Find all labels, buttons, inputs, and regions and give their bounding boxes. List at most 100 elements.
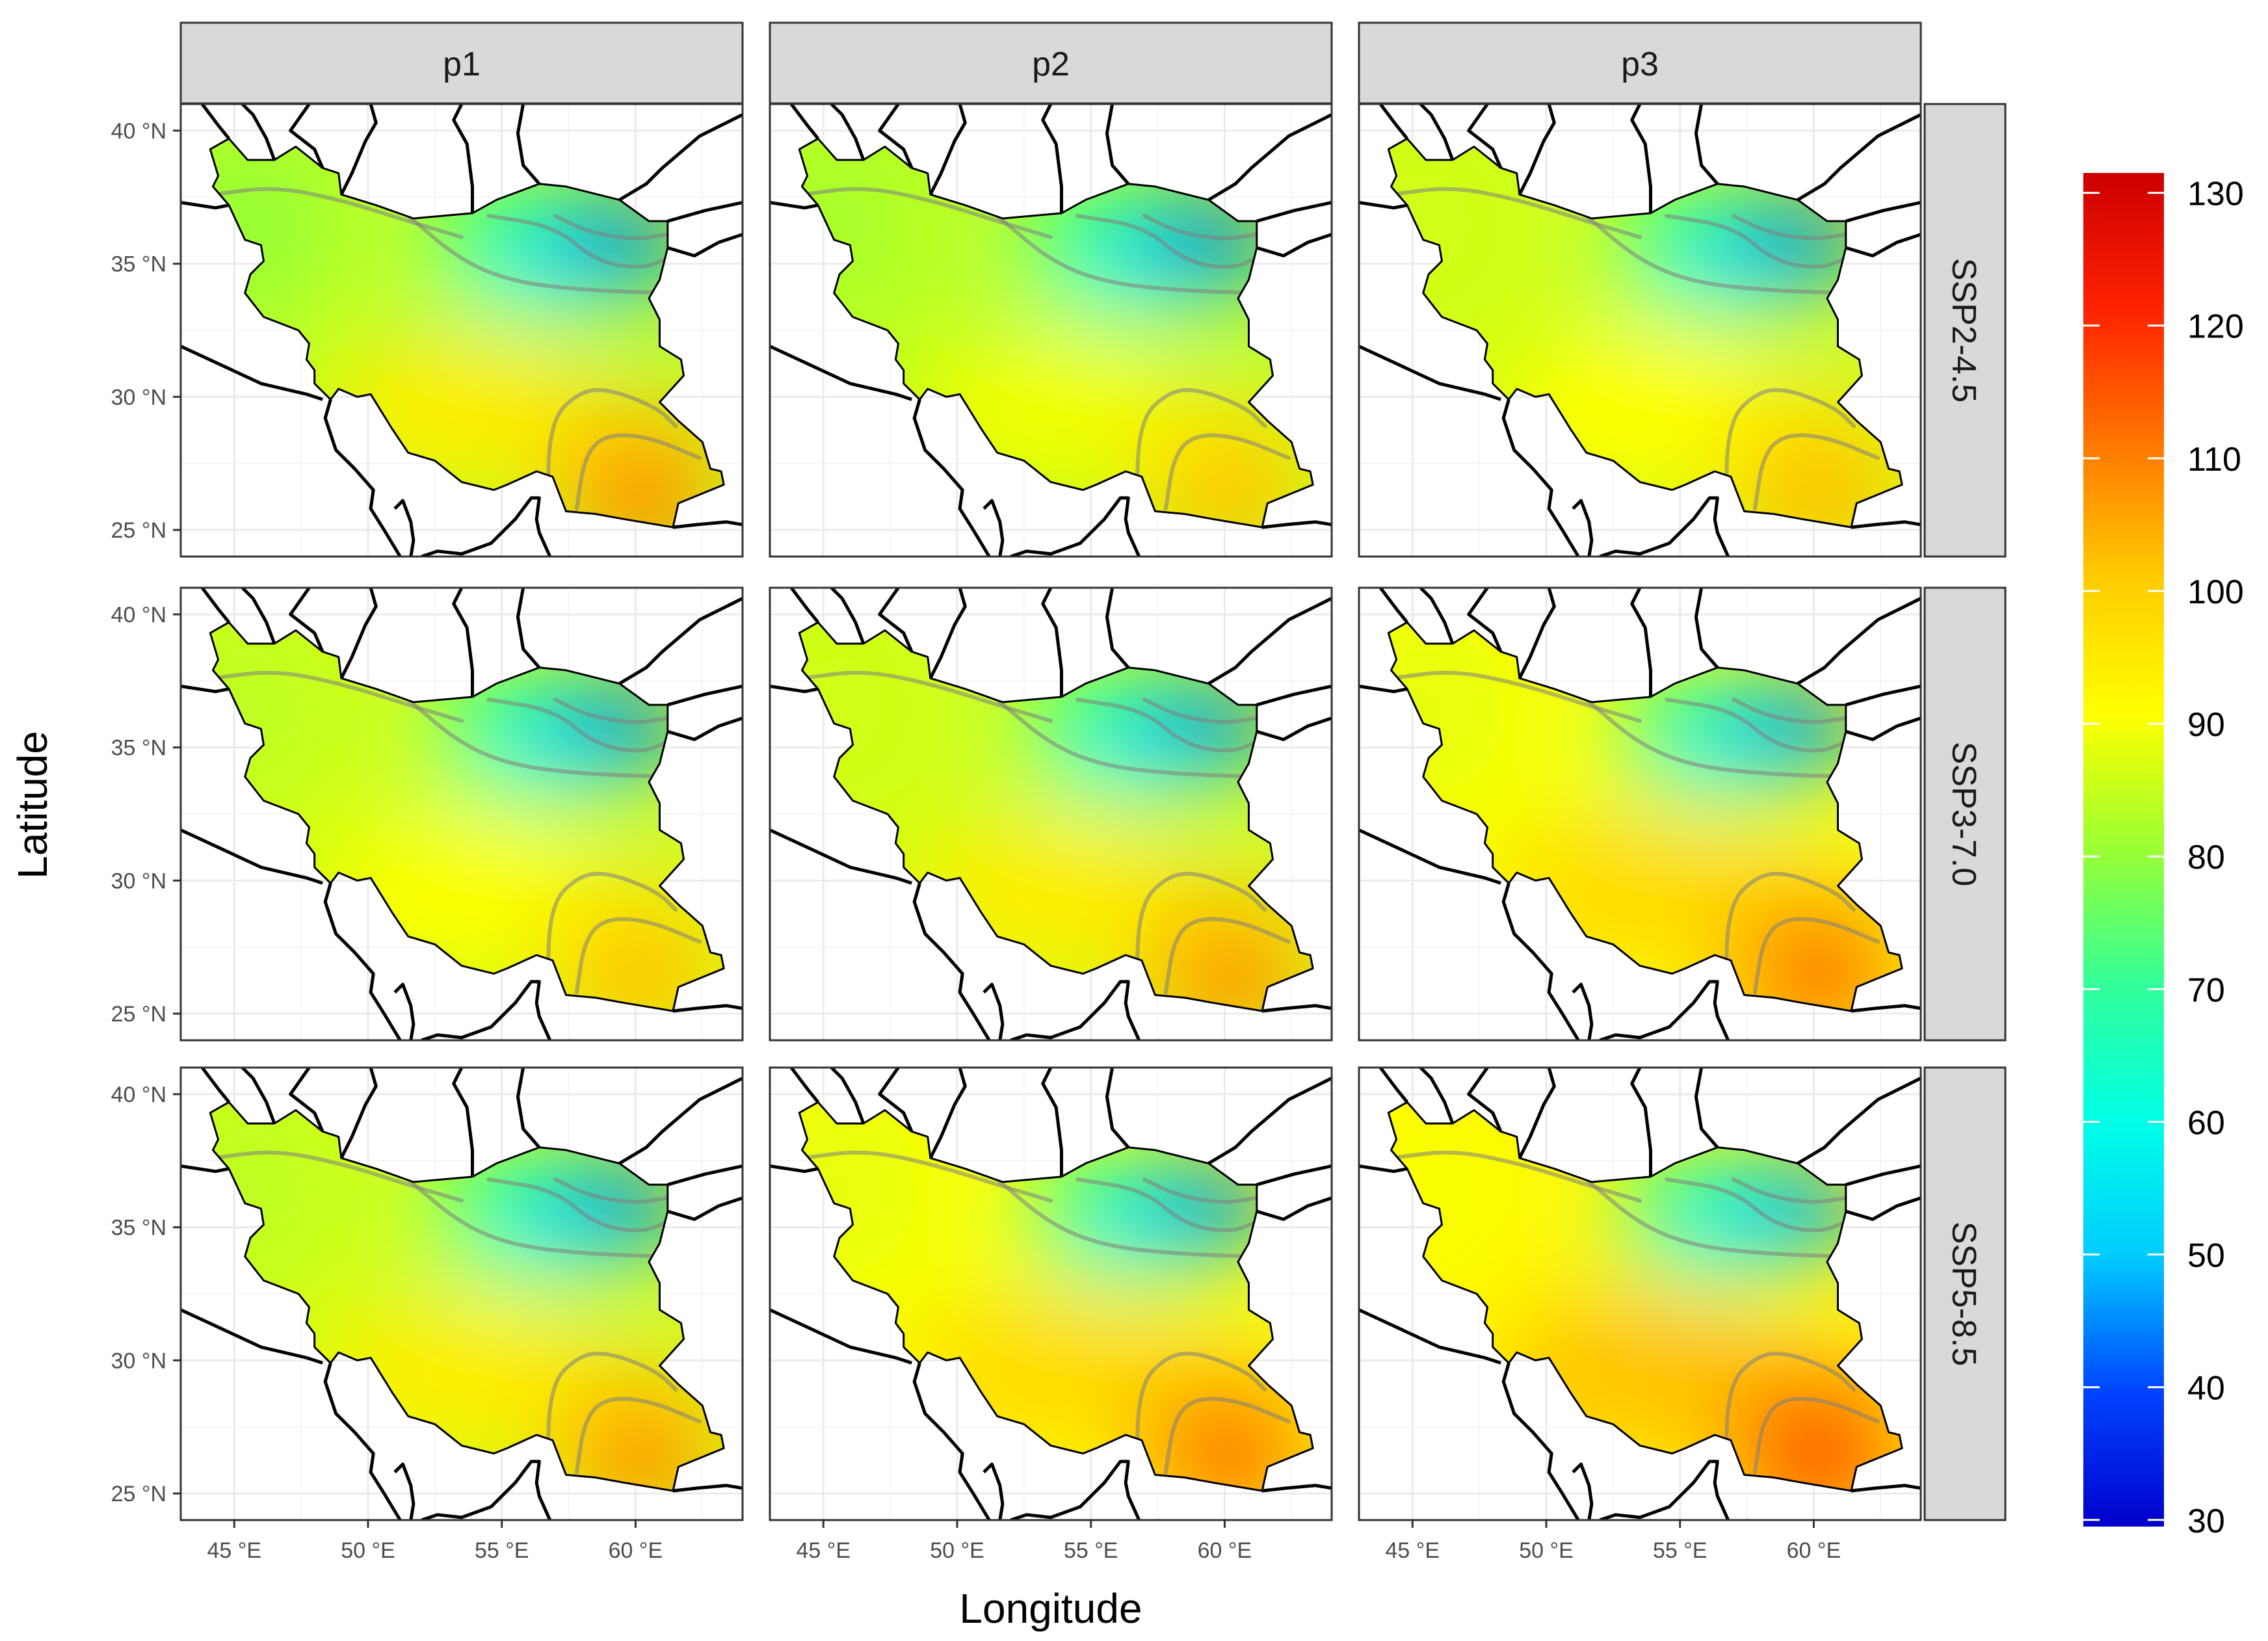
contour-line [800,670,1053,723]
x-tick-label: 60 °E [1198,1538,1252,1563]
country-border [452,104,474,213]
colorbar-label: 60 [2187,1104,2225,1142]
contour-line [1142,698,1259,724]
map-panel-SSP5-8.5-p3 [1358,1066,1922,1521]
country-border [667,233,743,257]
contour-line [1752,1397,1880,1475]
colorbar-label: 80 [2187,839,2225,876]
x-tick-label: 55 °E [475,1538,529,1563]
country-border [1694,104,1719,185]
contour-line [545,871,678,995]
country-border [181,828,323,885]
map-panel-SSP3-7.0-p2 [769,586,1333,1042]
y-tick-label: 40 °N [111,603,166,627]
country-border [289,1068,324,1133]
contour-line [574,1397,702,1475]
country-border [1207,597,1332,685]
contour-line [1389,1150,1642,1203]
country-border [339,104,378,196]
country-border [770,1164,819,1174]
contour-line [406,214,670,295]
contour-lines [211,670,702,995]
contour-line [1163,1397,1291,1475]
country-border [878,104,914,169]
contour-line [553,1177,670,1204]
contour-line [995,214,1259,295]
field-northwest [799,1102,915,1279]
country-border [830,104,865,161]
country-border [1105,588,1130,669]
y-tick-label: 40 °N [111,1083,166,1107]
contour-line [211,187,464,239]
map-panel-SSP2-4.5-p3 [1358,103,1922,558]
country-border [672,520,743,529]
y-tick-label: 30 °N [111,385,166,410]
country-border [1518,1068,1556,1159]
country-border [200,104,231,140]
panel-border [1358,1066,1922,1521]
colorbar-label: 110 [2187,441,2241,479]
country-border [912,399,991,557]
colorbar-label: 130 [2187,176,2244,213]
contour-lines [800,1150,1291,1475]
country-border [289,588,324,653]
colorbar-label: 50 [2187,1237,2225,1275]
y-tick-label: 30 °N [111,1348,166,1373]
country-border [1207,1077,1332,1165]
borders [770,104,1332,557]
map-panel-SSP5-8.5-p2 [769,1066,1333,1521]
country-border [1501,882,1580,1040]
country-border [421,980,552,1040]
contour-line [1163,917,1291,995]
country-border [1419,104,1455,161]
borders [1359,588,1921,1040]
colorbar-legend: 130 120 110 100 90 80 70 60 50 40 30 [2083,173,2244,1540]
panel-border [769,586,1333,1042]
country-border [339,1068,378,1159]
colorbar-label: 90 [2187,706,2225,744]
country-border [1572,982,1594,1040]
country-border [1694,1068,1719,1149]
contour-line [800,187,1053,239]
strip-row-SSP2-4.5: SSP2-4.5 [1923,103,2007,558]
iran-outline [209,1101,725,1492]
country-border [929,104,967,196]
country-border [421,496,552,557]
strip-background [769,21,1333,105]
country-border [1041,104,1063,213]
country-border [1630,588,1652,697]
contour-lines [800,670,1291,995]
contour-lines [1389,187,1880,511]
contour-line [486,214,670,269]
country-border [241,104,276,161]
contour-line [1732,698,1848,724]
country-border [1501,399,1580,557]
country-border [667,716,743,741]
country-border [1378,588,1409,624]
country-border [516,104,541,185]
country-border [770,685,819,694]
country-border [830,1068,865,1124]
contour-line [1752,917,1880,995]
field-northwest [210,622,326,799]
contour-lines [1389,670,1880,995]
contour-line [1142,214,1259,241]
contour-line [1075,1177,1259,1233]
country-border [618,1077,743,1165]
borders [181,1068,743,1520]
contour-lines [1389,1150,1880,1475]
contour-line [1732,1177,1848,1204]
country-border [1518,104,1556,196]
country-border [1845,233,1921,257]
borders [1359,104,1921,557]
country-border [1797,113,1921,202]
country-border [667,1164,743,1187]
contour-line [486,698,670,753]
y-tick-label: 40 °N [111,119,166,144]
country-border [1845,201,1921,223]
contour-line [995,1177,1259,1259]
map-panel-SSP2-4.5-p2 [769,103,1333,558]
axes: 40 °N 35 °N 30 °N 25 °N 40 °N 35 °N 30 °N 25 °N… [111,119,1841,1563]
iran-outline [1387,621,1903,1012]
